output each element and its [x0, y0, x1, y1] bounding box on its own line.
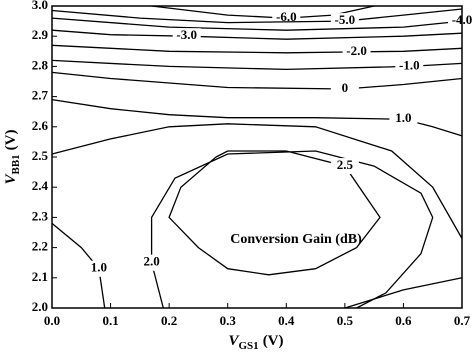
- y-label-unit: (V): [3, 129, 19, 150]
- y-tick-label: 2.5: [32, 148, 49, 163]
- y-tick-label: 2.6: [32, 118, 49, 133]
- contour-line: [51, 123, 463, 239]
- y-tick-label: 2.9: [32, 27, 49, 42]
- contour-line: [51, 17, 463, 31]
- contour-label-bg: [330, 158, 359, 175]
- contour-label: 0: [342, 80, 349, 95]
- contour-line: [51, 222, 106, 309]
- x-label-unit: (V): [263, 333, 284, 349]
- x-tick-label: 0.0: [44, 313, 60, 328]
- annotation: Conversion Gain (dB): [230, 232, 362, 247]
- x-tick-label: 0.1: [102, 313, 118, 328]
- contour-label: 2.5: [337, 157, 354, 172]
- contour-label-bg: [330, 13, 359, 30]
- x-label-main: V: [228, 333, 240, 349]
- x-tick-label: 0.4: [278, 313, 295, 328]
- x-tick-label: 0.2: [161, 313, 177, 328]
- x-tick-label: 0.5: [337, 313, 354, 328]
- x-tick-label: 0.7: [454, 313, 471, 328]
- contour-line: [51, 29, 463, 40]
- contour-label-bg: [84, 260, 113, 277]
- contour-label-bg: [330, 81, 359, 98]
- y-tick-label: 2.3: [32, 208, 49, 223]
- y-label-sub: BB1: [10, 154, 22, 174]
- contour-label: -1.0: [399, 57, 420, 72]
- y-tick-label: 2.4: [32, 178, 49, 193]
- contour-label: -2.0: [346, 43, 367, 58]
- y-tick-label: 2.8: [32, 57, 49, 72]
- contour-label: -6.0: [276, 9, 297, 24]
- contour-label: 2.0: [143, 254, 159, 269]
- x-label-sub: GS1: [239, 340, 259, 352]
- y-axis-label: VBB1 (V): [3, 129, 21, 184]
- contour-label-bg: [448, 13, 474, 30]
- plot-area: 0.0 0.1 0.2 0.3 0.4 0.5 0.6 0.7 2.0 2.1 2.2 2.3 2.4 2…: [32, 0, 474, 328]
- x-tick-label: 0.6: [395, 313, 412, 328]
- x-axis-label: VGS1 (V): [228, 333, 283, 351]
- contour-line: [51, 71, 463, 90]
- y-tick-label: 3.0: [32, 0, 48, 12]
- y-tick-label: 2.7: [32, 88, 49, 103]
- x-tick-label: 0.3: [220, 313, 237, 328]
- contour-line: [344, 277, 463, 309]
- contour-label-bg: [137, 254, 166, 271]
- y-tick-label: 2.1: [32, 269, 48, 284]
- contour-label: -5.0: [335, 12, 356, 27]
- contour-line: [150, 150, 434, 309]
- contour-label-bg: [172, 28, 201, 45]
- contour-label-bg: [389, 111, 418, 128]
- y-tick-label: 2.0: [32, 299, 48, 314]
- contour-label: 1.0: [395, 110, 411, 125]
- contour-line: [51, 98, 463, 137]
- contour-line: [51, 44, 463, 54]
- contour-line: [51, 59, 463, 71]
- contour-label-bg: [395, 58, 424, 75]
- y-label-main: V: [3, 173, 19, 185]
- contour-label-bg: [342, 43, 371, 60]
- contour-line: [51, 8, 463, 24]
- axes-frame: [51, 5, 463, 309]
- y-tick-label: 2.2: [32, 239, 48, 254]
- contour-label: 1.0: [91, 260, 107, 275]
- contour-label: -3.0: [176, 27, 197, 42]
